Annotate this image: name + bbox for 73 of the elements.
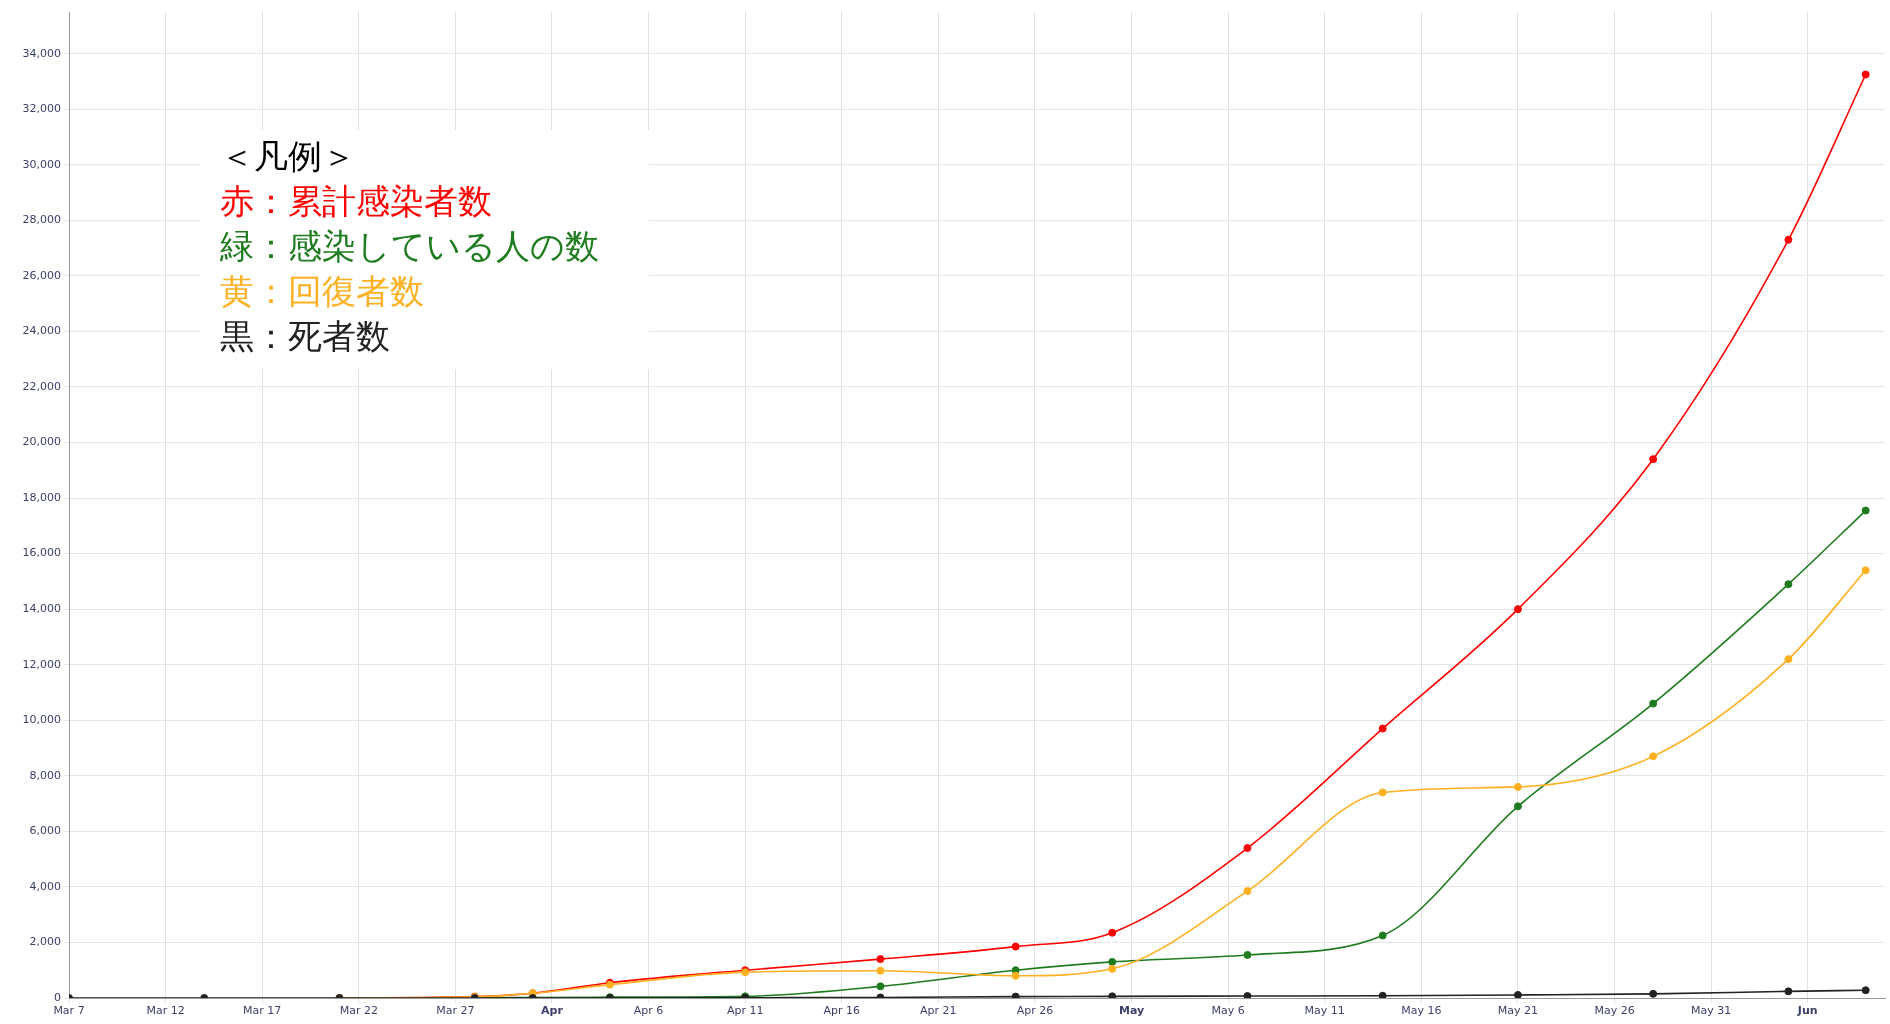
y-tick-label: 10,000 [22,713,61,727]
x-tick-label: May 26 [1594,1004,1635,1018]
point [1784,235,1793,244]
x-tick-label: Apr [541,1004,564,1018]
y-tick-label: 34,000 [22,46,61,60]
y-tick-label: 16,000 [22,546,61,560]
text: 赤：累計感染者数 [220,180,493,223]
point [1513,802,1522,811]
point [1513,782,1522,791]
x-tick-label: Apr 11 [726,1004,764,1018]
point [1108,964,1117,973]
x-tick-label: Apr 26 [1016,1004,1054,1018]
point [1861,506,1870,515]
x-tick-label: May [1118,1004,1145,1018]
x-tick-label: Mar 27 [436,1004,475,1018]
text: 黒：死者数 [220,315,391,358]
y-tick-label: 4,000 [29,879,61,893]
point [1784,987,1793,996]
x-tick-label: Apr 6 [633,1004,664,1018]
point [1861,70,1870,79]
point [1243,950,1252,959]
x-tick-label: Apr 21 [920,1004,957,1018]
point [1378,931,1387,940]
x-tick-label: Mar 17 [243,1004,282,1018]
x-tick-label: May 6 [1211,1004,1245,1018]
y-tick-label: 26,000 [22,268,61,282]
point [1378,788,1387,797]
x-tick-label: May 11 [1304,1004,1345,1018]
point [1108,957,1117,966]
y-tick-label: 12,000 [22,657,61,671]
y-tick-label: 28,000 [22,213,61,227]
point [1108,928,1117,937]
point [1011,942,1020,951]
x-tick-label: May 21 [1497,1004,1539,1018]
legend-title: ＜凡例＞ [220,135,357,178]
x-tick-label: Mar 7 [53,1004,85,1018]
point [1649,752,1658,761]
y-tick-label: 14,000 [22,602,61,616]
y-tick-label: 32,000 [22,102,61,116]
point [1378,724,1387,733]
point [1243,887,1252,896]
x-tick-label: Mar 22 [339,1004,378,1018]
point [1784,580,1793,589]
point [876,982,885,991]
x-tick-label: May 16 [1401,1004,1442,1018]
y-tick-label: 24,000 [22,324,61,338]
x-tick-label: Apr 16 [823,1004,861,1018]
y-tick-label: 30,000 [22,157,61,171]
point [1649,455,1658,464]
point [1784,655,1793,664]
point [1649,989,1658,998]
text: 緑：感染している人の数 [220,225,599,268]
y-tick-label: 6,000 [29,824,61,838]
y-tick-label: 8,000 [29,768,61,782]
point [1378,991,1387,998]
point [876,955,885,964]
point [1513,990,1522,998]
x-tick-label: Jun [1796,1004,1818,1018]
text: 黄：回復者数 [220,270,425,313]
y-tick-label: 0 [54,990,61,1004]
point [1513,605,1522,614]
point [1649,699,1658,708]
point [876,966,885,975]
x-tick-label: May 31 [1691,1004,1732,1018]
y-tick-label: 20,000 [22,435,61,449]
point [1861,566,1870,575]
y-tick-label: 22,000 [22,379,61,393]
x-tick-label: Mar 12 [146,1004,185,1018]
y-tick-label: 18,000 [22,490,61,504]
point [1011,971,1020,980]
point [1243,844,1252,853]
point [1861,986,1870,995]
y-tick-label: 2,000 [29,935,61,949]
